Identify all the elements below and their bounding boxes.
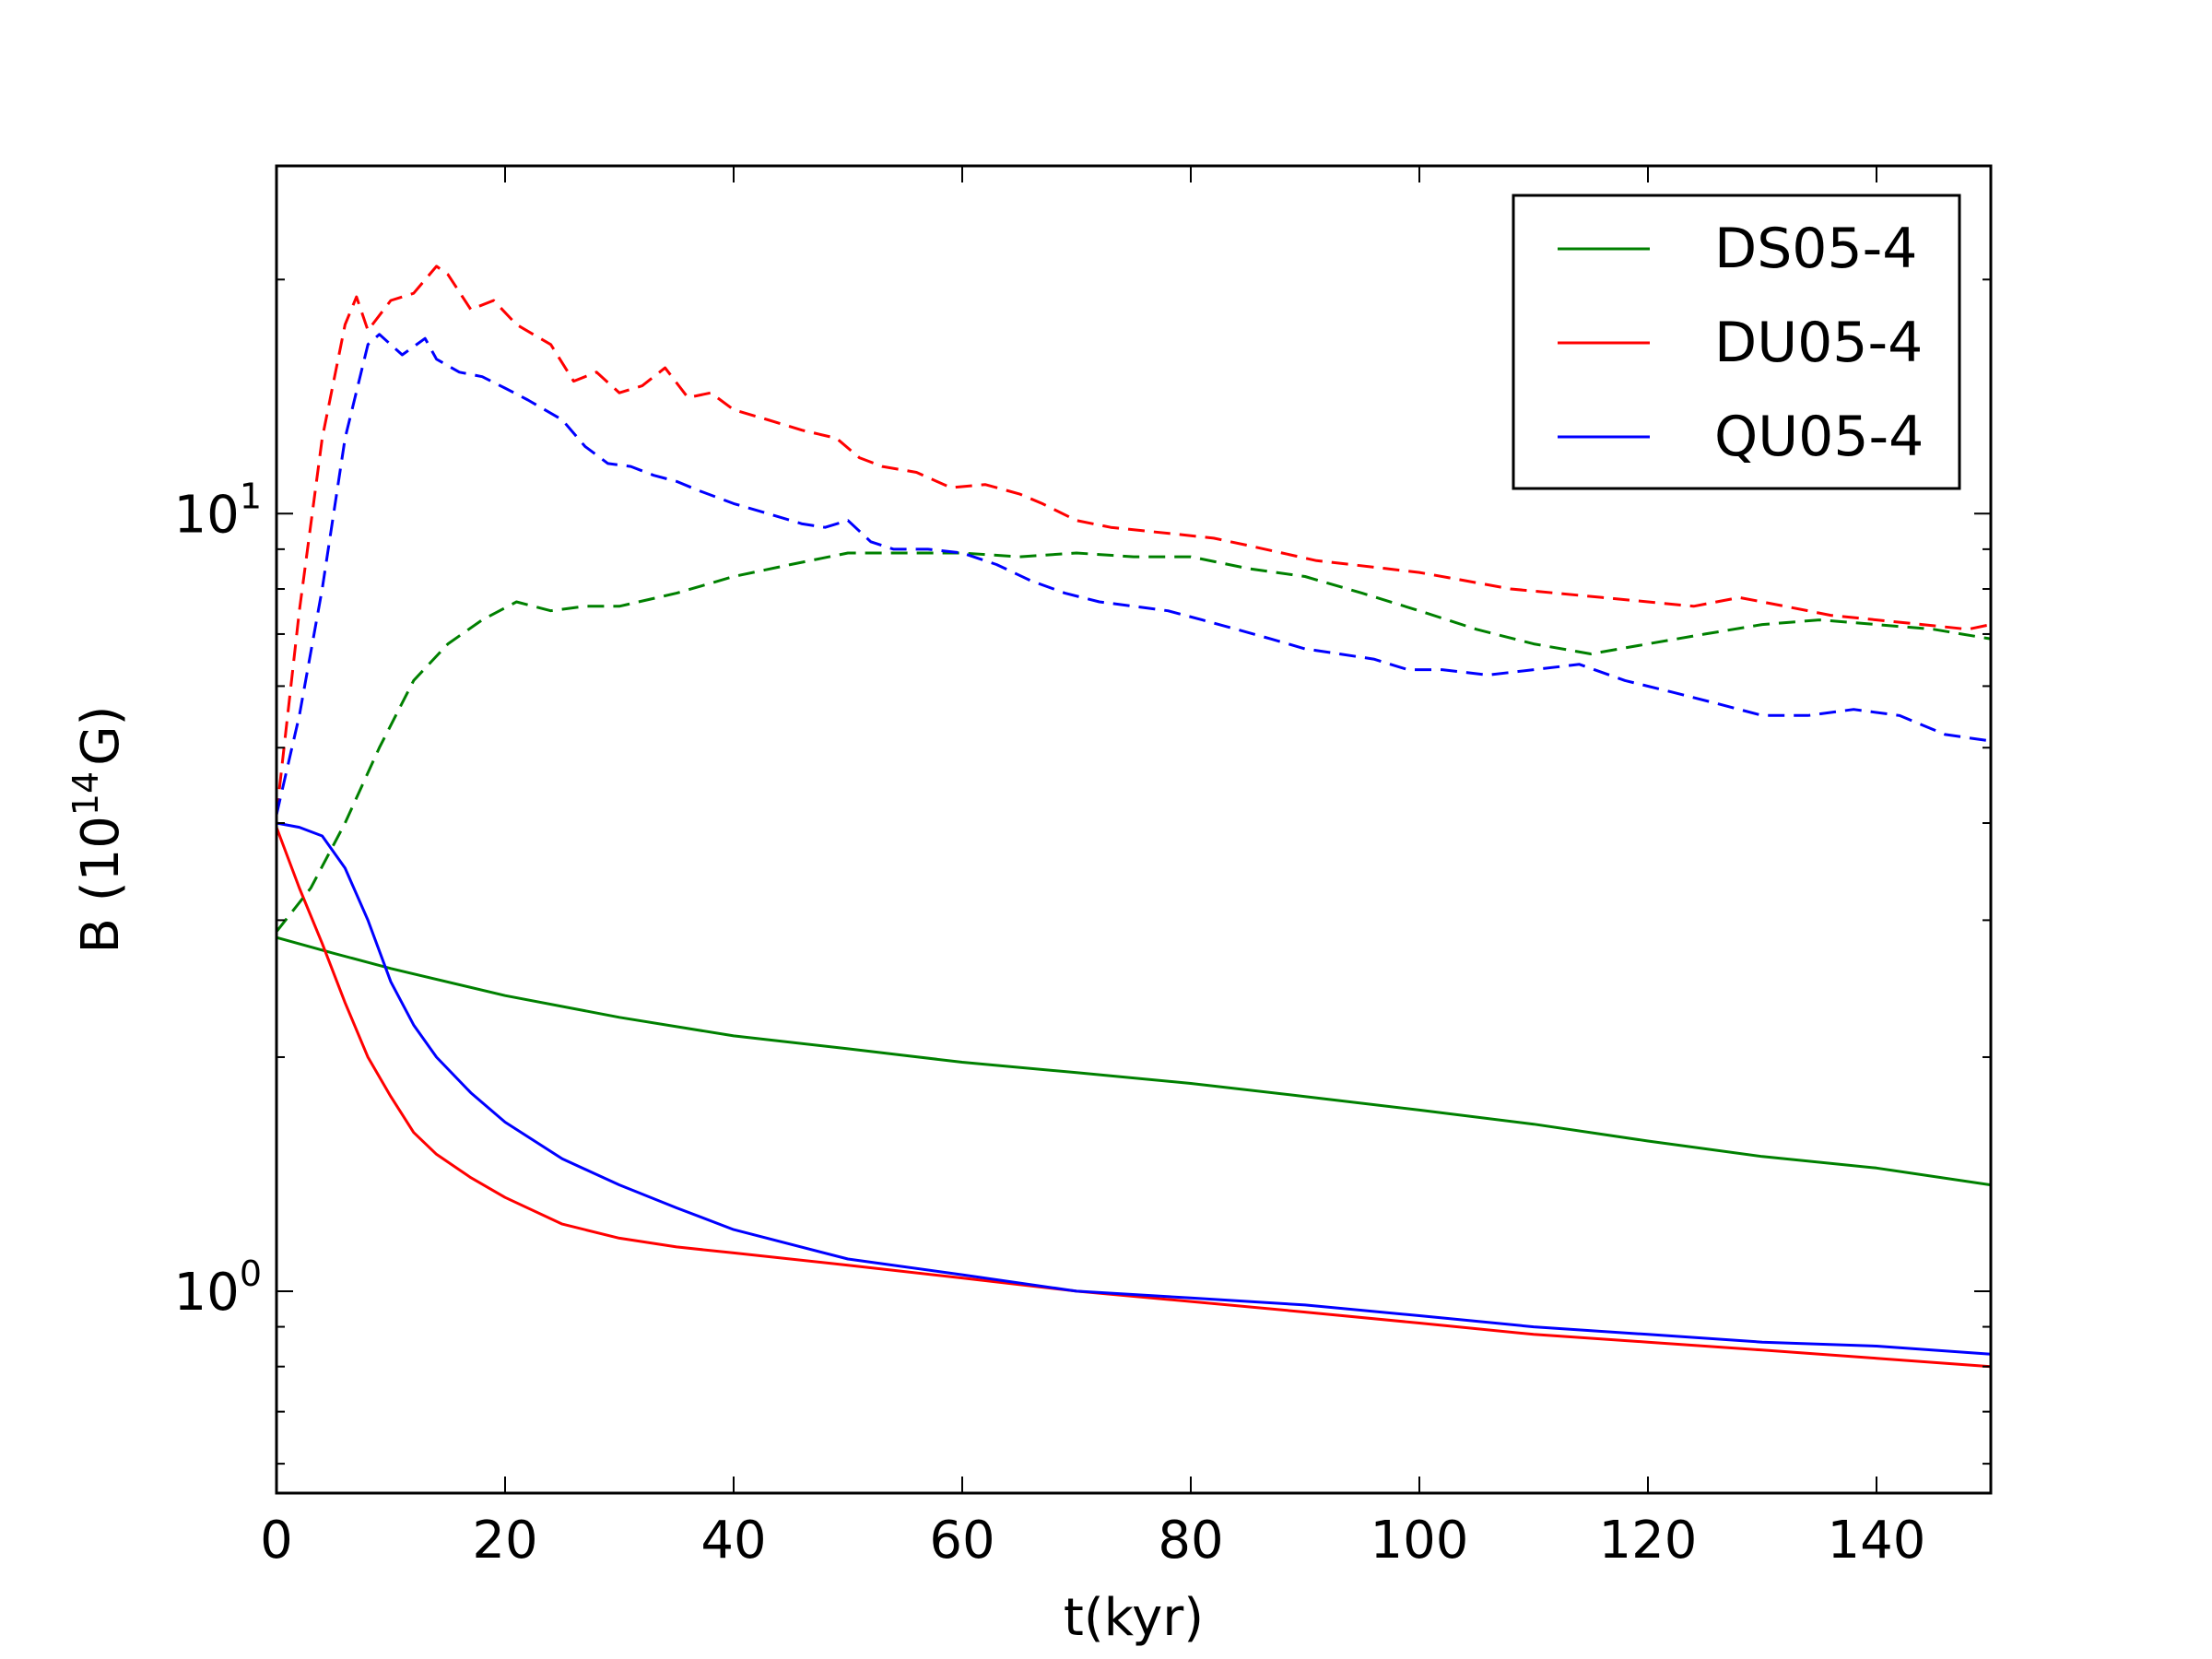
legend-label: DU05-4 [1714,311,1923,375]
series-layer [275,265,1992,1369]
series-line-4-dashed [275,551,1992,933]
legend-label: QU05-4 [1714,405,1924,469]
legend-label: DS05-4 [1714,217,1917,281]
y-axis-label-exponent: 14 [65,771,106,816]
y-tick-label-base: 10 [174,485,240,545]
legend-entries: DS05-4 DU05-4 QU05-4 [1558,217,1924,469]
x-tick-label: 100 [1371,1511,1469,1571]
plot-frame [275,164,1993,1495]
y-tick-label: 100 [174,1253,262,1323]
series-line-2-solid [275,827,1992,1369]
series-line-5-dashed [275,265,1992,816]
y-tick-label-exponent: 1 [240,476,262,516]
series-line-6-dashed [275,333,1992,816]
ticks-layer [276,166,1991,1493]
y-axis-label: B (1014 G) [65,706,131,954]
y-tick-label: 101 [174,476,262,545]
series-line-1-solid [276,935,1992,1187]
series-line-3-solid [276,821,1992,1356]
x-tick-label: 120 [1599,1511,1698,1571]
x-tick-label: 20 [472,1511,537,1571]
x-axis-label: t(kyr) [1064,1588,1204,1648]
x-tick-label: 140 [1828,1511,1926,1571]
x-tick-label: 60 [929,1511,994,1571]
x-tick-label: 80 [1158,1511,1223,1571]
y-tick-label-exponent: 0 [240,1253,262,1294]
x-tick-label: 40 [700,1511,766,1571]
y-tick-label-base: 10 [174,1263,240,1323]
y-axis-label-prefix: B (10 [71,816,131,953]
legend: DS05-4 DU05-4 QU05-4 [1512,194,1961,490]
x-tick-label: 0 [260,1511,293,1571]
y-axis-label-suffix: G) [71,706,131,766]
